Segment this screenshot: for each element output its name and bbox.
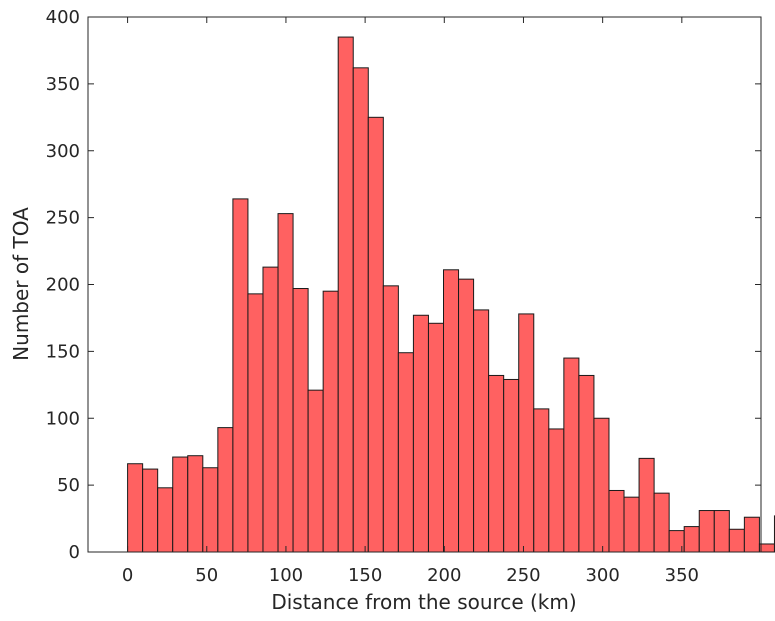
histogram-bar (743, 516, 760, 553)
histogram-bar (623, 496, 640, 553)
histogram-bar (443, 269, 460, 553)
histogram-bar (458, 278, 475, 553)
histogram-bar (262, 266, 279, 553)
histogram-bar (713, 510, 730, 553)
y-axis-title: Number of TOA (9, 207, 33, 361)
x-tick-label: 0 (122, 565, 133, 586)
histogram-bar (202, 467, 219, 553)
x-tick-label: 200 (427, 565, 461, 586)
x-tick-label: 300 (585, 565, 619, 586)
histogram-bar (608, 489, 625, 553)
histogram-bar (337, 36, 354, 553)
x-axis: 0 50 100 150 200 250 300 350 (122, 17, 699, 586)
histogram-bar (563, 357, 580, 553)
histogram-bar (352, 67, 369, 553)
histogram-bar (127, 463, 144, 553)
y-tick-label: 300 (46, 141, 80, 162)
y-axis: 0 50 100 150 200 250 300 350 400 (46, 7, 761, 563)
histogram-bar (382, 285, 399, 553)
histogram-bar (488, 374, 505, 553)
histogram-bar (142, 468, 159, 553)
histogram-bar (698, 510, 715, 553)
histogram-bars (127, 36, 775, 553)
x-tick-label: 50 (195, 565, 218, 586)
histogram-bar (217, 427, 234, 553)
histogram-bar (593, 417, 610, 553)
y-tick-label: 350 (46, 74, 80, 95)
y-tick-label: 250 (46, 208, 80, 229)
histogram-bar (533, 408, 550, 553)
histogram-bar (683, 526, 700, 553)
histogram-bar (292, 288, 309, 553)
histogram-bar (427, 322, 445, 553)
histogram-bar (518, 313, 535, 553)
histogram-bar (638, 457, 655, 553)
x-axis-title: Distance from the source (km) (271, 590, 576, 614)
histogram-bar (172, 456, 189, 553)
histogram-bar (653, 492, 670, 553)
histogram-bar (187, 455, 204, 553)
y-tick-label: 200 (46, 275, 80, 296)
x-tick-label: 250 (506, 565, 540, 586)
histogram-bar (758, 543, 775, 553)
x-tick-label: 150 (348, 565, 382, 586)
histogram-bar (578, 374, 595, 553)
histogram-bar (307, 389, 324, 553)
histogram-bar (247, 293, 264, 553)
histogram-bar (322, 290, 339, 553)
histogram-bar (232, 198, 249, 553)
x-tick-label: 100 (269, 565, 303, 586)
histogram-bar (503, 378, 520, 553)
histogram-bar (548, 428, 565, 553)
histogram-bar (157, 487, 174, 553)
x-tick-label: 350 (665, 565, 699, 586)
y-tick-label: 100 (46, 408, 80, 429)
y-tick-label: 400 (46, 7, 80, 28)
histogram-bar (367, 116, 384, 553)
histogram-bar (277, 213, 294, 553)
y-tick-label: 150 (46, 341, 80, 362)
y-tick-label: 0 (69, 542, 80, 563)
histogram-bar (728, 528, 745, 553)
histogram-bar (397, 352, 414, 553)
histogram-bar (473, 309, 490, 553)
y-tick-label: 50 (57, 475, 80, 496)
histogram-bar (412, 314, 429, 553)
